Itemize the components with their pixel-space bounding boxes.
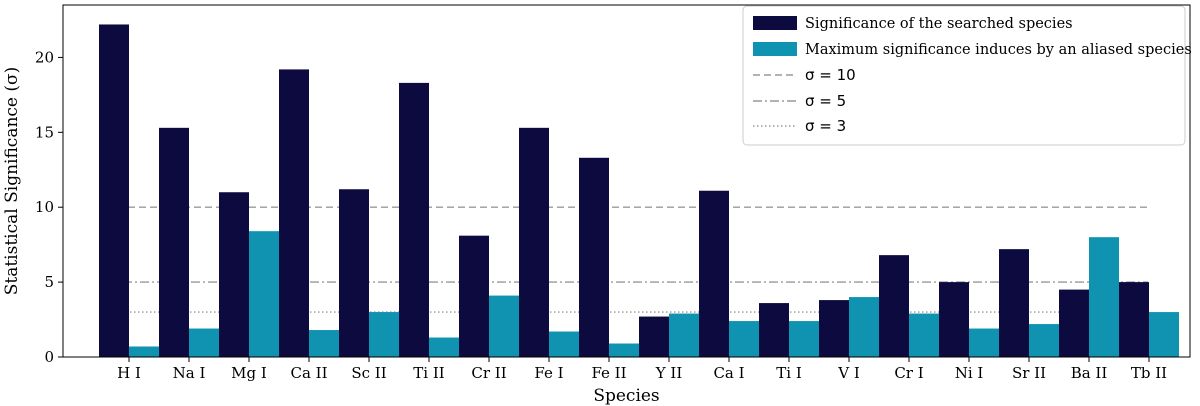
bar-searched-na-i	[159, 127, 189, 357]
bar-aliased-fe-i	[549, 331, 579, 357]
x-tick-label: Ca I	[713, 364, 744, 382]
legend-label: σ = 3	[805, 117, 846, 135]
bar-aliased-ca-ii	[309, 330, 339, 357]
y-tick-label: 5	[44, 273, 54, 291]
x-axis-title: Species	[593, 386, 659, 406]
y-axis: 0 5 10 15 20	[35, 48, 63, 366]
bar-searched-cr-i	[879, 255, 909, 357]
bar-aliased-ti-ii	[429, 337, 459, 357]
bar-aliased-tb-ii	[1149, 312, 1179, 357]
bar-aliased-cr-ii	[489, 295, 519, 357]
bar-aliased-sr-ii	[1029, 324, 1059, 357]
legend-box	[742, 5, 1186, 146]
legend-label: σ = 10	[805, 66, 856, 84]
x-tick-label: Ca II	[290, 364, 327, 382]
bar-searched-ti-i	[759, 303, 789, 357]
x-tick-label: Cr I	[894, 364, 923, 382]
bar-searched-fe-ii	[579, 157, 609, 357]
legend-swatch	[753, 16, 797, 30]
legend-label: Significance of the searched species	[805, 16, 1073, 32]
plot-frame	[62, 4, 1191, 358]
bar-searched-ca-ii	[279, 69, 309, 357]
bar-aliased-ca-i	[729, 321, 759, 357]
bar-searched-y-ii	[639, 316, 669, 357]
legend-label: Maximum significance induces by an alias…	[805, 42, 1192, 58]
y-tick-label: 15	[35, 123, 54, 141]
y-axis-title: Statistical Significance (σ)	[2, 67, 22, 296]
x-tick-label: Fe I	[534, 364, 563, 382]
x-tick-label: Y II	[655, 364, 683, 382]
legend: Significance of the searched species Maxi…	[742, 5, 1192, 146]
bar-aliased-fe-ii	[609, 343, 639, 357]
bar-searched-v-i	[819, 300, 849, 357]
bar-searched-ni-i	[939, 282, 969, 357]
bar-searched-cr-ii	[459, 235, 489, 357]
x-tick-label: Ni I	[955, 364, 984, 382]
x-tick-label: Ba II	[1071, 364, 1108, 382]
bars	[99, 24, 1179, 358]
bar-searched-sr-ii	[999, 249, 1029, 357]
x-tick-label: Tb II	[1131, 364, 1167, 382]
bar-searched-h-i	[99, 24, 129, 357]
x-axis: H I Na I Mg I Ca II Sc II Ti II Cr II Fe I Fe II…	[117, 357, 1167, 382]
x-tick-label: Na I	[173, 364, 206, 382]
y-tick-label: 10	[35, 198, 54, 216]
bar-aliased-mg-i	[249, 231, 279, 357]
bar-aliased-cr-i	[909, 313, 939, 357]
legend-label: σ = 5	[805, 92, 846, 110]
x-tick-label: Ti II	[413, 364, 444, 382]
bar-searched-ba-ii	[1059, 289, 1089, 357]
bar-searched-ca-i	[699, 190, 729, 357]
bar-aliased-ti-i	[789, 321, 819, 357]
y-tick-label: 20	[35, 48, 54, 66]
x-tick-label: Sc II	[351, 364, 386, 382]
legend-swatch	[753, 42, 797, 56]
bar-aliased-ni-i	[969, 328, 999, 357]
bar-searched-fe-i	[519, 127, 549, 357]
x-tick-label: H I	[117, 364, 141, 382]
x-tick-label: V I	[837, 364, 860, 382]
x-tick-label: Ti I	[776, 364, 802, 382]
bar-searched-sc-ii	[339, 189, 369, 357]
bar-searched-ti-ii	[399, 82, 429, 358]
bar-aliased-sc-ii	[369, 312, 399, 357]
y-tick-label: 0	[44, 348, 54, 366]
bar-aliased-h-i	[129, 346, 159, 357]
bar-aliased-na-i	[189, 328, 219, 357]
x-tick-label: Cr II	[471, 364, 506, 382]
bar-aliased-v-i	[849, 297, 879, 357]
bar-searched-mg-i	[219, 192, 249, 357]
x-tick-label: Mg I	[231, 364, 267, 382]
bar-searched-tb-ii	[1119, 282, 1149, 357]
bar-aliased-ba-ii	[1089, 237, 1119, 357]
bar-aliased-y-ii	[669, 313, 699, 357]
x-tick-label: Fe II	[591, 364, 626, 382]
x-tick-label: Sr II	[1012, 364, 1046, 382]
